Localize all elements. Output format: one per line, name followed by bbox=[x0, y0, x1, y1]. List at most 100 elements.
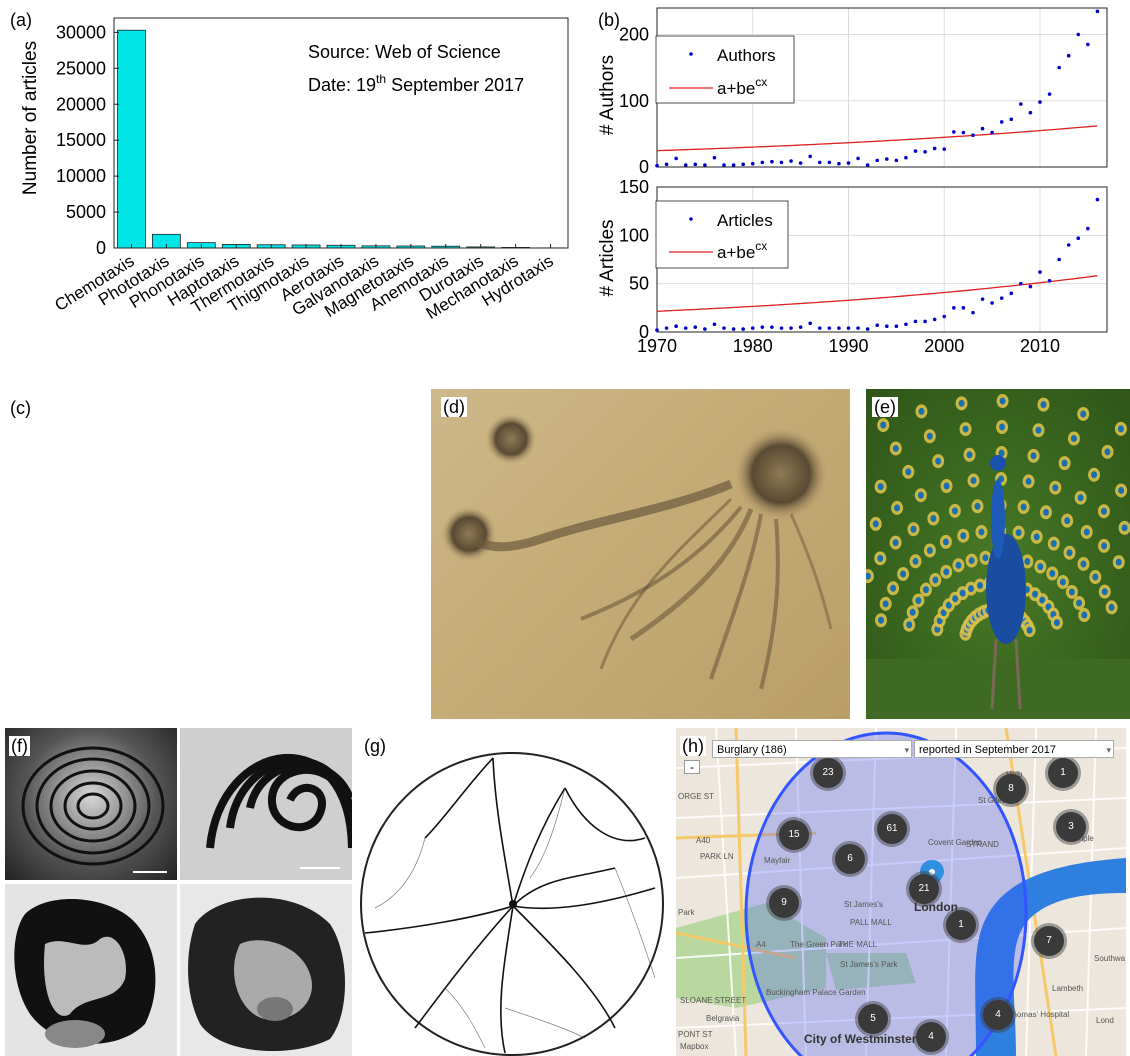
data-point bbox=[1086, 42, 1090, 47]
map-label-green-park: The Green Park bbox=[790, 940, 847, 949]
data-point bbox=[1009, 291, 1014, 296]
eyespot-center bbox=[1045, 603, 1052, 611]
mapbox-attribution[interactable]: Mapbox bbox=[680, 1042, 709, 1051]
data-point bbox=[923, 319, 927, 324]
data-point bbox=[865, 327, 870, 331]
crime-map[interactable]: London City of Westminster Covent Garden… bbox=[676, 728, 1126, 1056]
data-point bbox=[817, 160, 822, 165]
data-point bbox=[655, 328, 659, 332]
cluster-marker[interactable]: 21 bbox=[909, 874, 939, 904]
map-label-belgravia: Belgravia bbox=[706, 1014, 740, 1023]
data-point bbox=[664, 326, 669, 330]
data-point bbox=[674, 324, 678, 329]
date-range-select[interactable]: reported in September 2017 ▾ bbox=[914, 740, 1114, 758]
eyespot-center bbox=[894, 504, 901, 512]
cluster-marker[interactable]: 1 bbox=[1048, 758, 1078, 788]
bar bbox=[117, 29, 146, 249]
data-point bbox=[913, 319, 918, 324]
eyespot-center bbox=[1032, 590, 1039, 598]
map-label-the-mall: THE MALL bbox=[838, 940, 878, 949]
photo-spiral-wave-2 bbox=[180, 728, 352, 880]
data-point bbox=[1019, 281, 1023, 286]
map-label-city-westminster: City of Westminster bbox=[804, 1032, 917, 1046]
cluster-marker[interactable]: 15 bbox=[779, 820, 809, 850]
photo-peacock bbox=[866, 389, 1130, 719]
x-tick-label: 2000 bbox=[924, 336, 964, 356]
data-point bbox=[999, 296, 1004, 300]
eyespot-center bbox=[1024, 557, 1031, 565]
data-point bbox=[1057, 257, 1061, 262]
y-tick-label: 20000 bbox=[56, 94, 106, 114]
eyespot-center bbox=[1101, 542, 1108, 550]
crime-type-select[interactable]: Burglary (186) ▾ bbox=[712, 740, 912, 758]
chevron-down-icon: ▾ bbox=[1106, 745, 1111, 755]
eyespot-center bbox=[932, 576, 939, 584]
y-tick-label: 30000 bbox=[56, 22, 106, 42]
date-annotation: Date: 19th September 2017 bbox=[308, 72, 524, 95]
data-point bbox=[770, 159, 774, 164]
data-point bbox=[722, 326, 726, 330]
map-label-st-james: St James's bbox=[844, 900, 883, 909]
cluster-marker[interactable]: 61 bbox=[877, 814, 907, 844]
data-point bbox=[693, 162, 698, 167]
eyespot-center bbox=[1026, 626, 1033, 634]
data-point bbox=[942, 147, 947, 151]
data-point bbox=[846, 161, 851, 165]
data-point bbox=[712, 322, 717, 327]
cluster-marker[interactable]: 23 bbox=[813, 758, 843, 788]
data-point bbox=[731, 327, 736, 331]
map-label-st-james-park: St James's Park bbox=[840, 960, 898, 969]
cluster-marker[interactable]: 4 bbox=[983, 1000, 1013, 1030]
cluster-marker[interactable]: 8 bbox=[996, 774, 1026, 804]
eyespot-center bbox=[1052, 484, 1059, 492]
eyespot-center bbox=[1108, 603, 1115, 611]
cluster-marker[interactable]: 5 bbox=[858, 1004, 888, 1034]
y-axis-label-a: Number of articles bbox=[20, 41, 41, 195]
eyespot-center bbox=[999, 423, 1006, 431]
data-point bbox=[1047, 92, 1052, 96]
eyespot-center bbox=[890, 584, 897, 592]
map-label-mayfair: Mayfair bbox=[764, 856, 791, 865]
eyespot-center bbox=[958, 399, 965, 407]
eyespot-center bbox=[1068, 588, 1075, 596]
cluster-marker[interactable]: 6 bbox=[835, 844, 865, 874]
eyespot-center bbox=[943, 568, 950, 576]
panel-label-f: (f) bbox=[9, 736, 30, 756]
map-label-southwark: Southwa bbox=[1094, 954, 1126, 963]
data-point bbox=[961, 306, 966, 310]
cluster-marker[interactable]: 7 bbox=[1034, 926, 1064, 956]
cluster-marker[interactable]: 9 bbox=[769, 888, 799, 918]
photo-brain-slice-2 bbox=[180, 884, 352, 1056]
data-point bbox=[703, 163, 707, 167]
eyespot-center bbox=[951, 507, 958, 515]
data-point bbox=[789, 326, 793, 330]
cluster-marker[interactable]: 1 bbox=[946, 910, 976, 940]
map-label-strand: STRAND bbox=[966, 840, 999, 849]
map-label-temple: Temple bbox=[1068, 834, 1094, 843]
panel-label-c: (c) bbox=[10, 398, 31, 418]
data-point bbox=[837, 161, 841, 166]
data-point bbox=[990, 130, 994, 135]
data-point bbox=[779, 160, 784, 165]
cluster-marker[interactable]: 4 bbox=[916, 1022, 946, 1052]
y-tick-label: 200 bbox=[619, 25, 649, 45]
legend-points-marker bbox=[689, 52, 693, 56]
data-point bbox=[1028, 110, 1033, 115]
eyespot-center bbox=[962, 425, 969, 433]
y-axis-label-authors: # Authors bbox=[597, 55, 618, 135]
data-point bbox=[856, 326, 860, 330]
eyespot-center bbox=[910, 525, 917, 533]
cluster-marker[interactable]: 3 bbox=[1056, 812, 1086, 842]
data-point bbox=[884, 157, 889, 161]
data-point bbox=[798, 325, 803, 329]
zoom-out-button[interactable]: - bbox=[684, 760, 700, 774]
eyespot-center bbox=[999, 397, 1006, 405]
search-radius-circle bbox=[744, 731, 1028, 1056]
x-tick-label: 1980 bbox=[733, 336, 773, 356]
eyespot-center bbox=[930, 515, 937, 523]
legend-points-marker bbox=[689, 217, 693, 221]
x-tick-label: 2010 bbox=[1020, 336, 1060, 356]
data-point bbox=[683, 163, 688, 167]
data-point bbox=[655, 163, 659, 168]
data-point bbox=[674, 156, 678, 161]
